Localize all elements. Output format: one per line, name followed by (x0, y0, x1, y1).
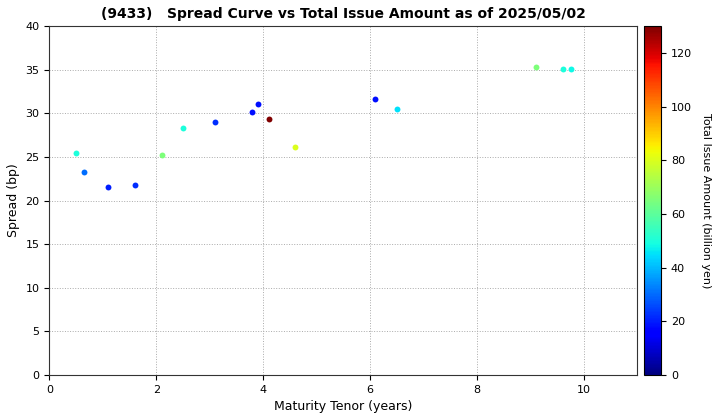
Point (557, 66, 568, 72)
Point (156, 152, 167, 159)
Point (177, 125, 189, 131)
Point (252, 100, 264, 107)
Point (289, 143, 301, 150)
Point (530, 64, 541, 71)
X-axis label: Maturity Tenor (years): Maturity Tenor (years) (274, 400, 413, 413)
Point (102, 184, 114, 191)
Y-axis label: Spread (bp): Spread (bp) (7, 164, 20, 237)
Point (78, 168, 90, 175)
Y-axis label: Total Issue Amount (billion yen): Total Issue Amount (billion yen) (701, 113, 711, 288)
Point (564, 66, 576, 72)
Title: (9433)   Spread Curve vs Total Issue Amount as of 2025/05/02: (9433) Spread Curve vs Total Issue Amoun… (101, 7, 586, 21)
Point (263, 115, 274, 122)
Point (210, 119, 221, 126)
Point (247, 108, 258, 115)
Point (391, 106, 402, 113)
Point (129, 181, 140, 188)
Point (369, 96, 381, 103)
Point (71, 149, 82, 156)
